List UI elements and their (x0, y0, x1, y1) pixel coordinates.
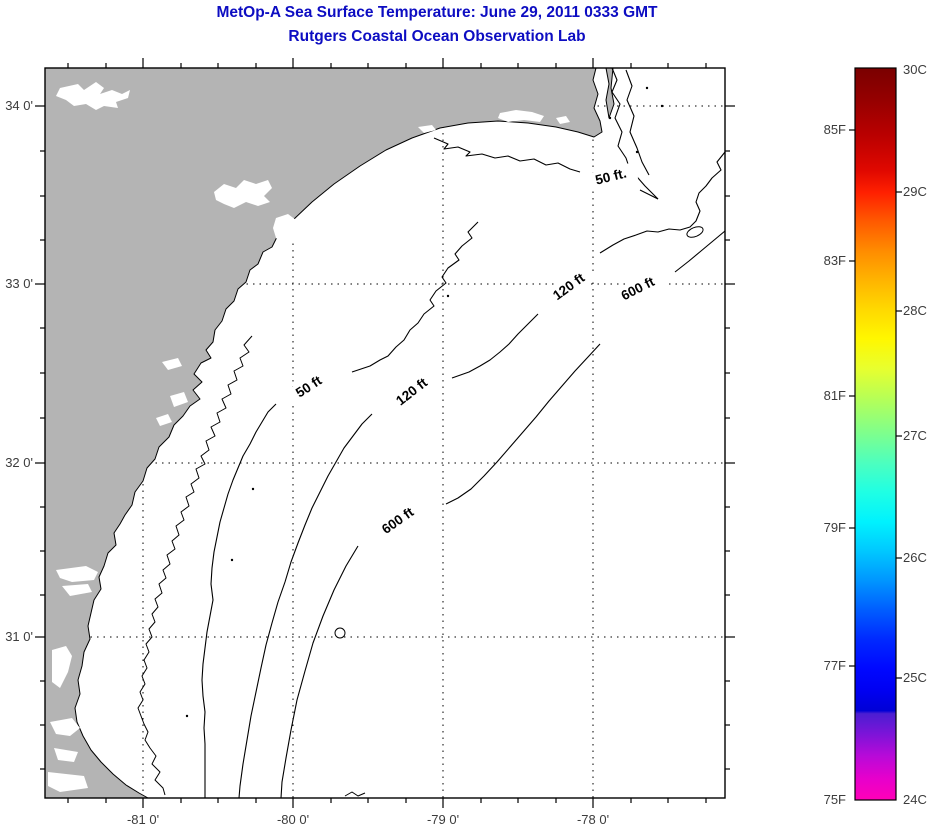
fahrenheit-label: 79F (824, 520, 846, 535)
x-axis-labels: -81 0' -80 0' -79 0' -78 0' (127, 812, 609, 827)
y-tick-label: 31 0' (5, 629, 33, 644)
contour-50ft-main-south (201, 403, 277, 798)
colorbar: 30C 29C 28C 27C 26C 25C 24C 85F 83F 81F … (824, 62, 927, 807)
celsius-label: 24C (903, 792, 927, 807)
celsius-label: 28C (903, 303, 927, 318)
celsius-label: 25C (903, 670, 927, 685)
contour-50ft-main (351, 221, 479, 373)
fahrenheit-label: 85F (824, 122, 846, 137)
celsius-label: 27C (903, 428, 927, 443)
colorbar-celsius-ticks (896, 191, 902, 679)
x-axis-major-ticks (142, 58, 594, 808)
small-contour-ring (334, 627, 346, 639)
y-axis-labels: 34 0' 33 0' 32 0' 31 0' (5, 98, 33, 644)
celsius-label: 29C (903, 184, 927, 199)
fahrenheit-label: 77F (824, 658, 846, 673)
colorbar-celsius-labels: 30C 29C 28C 27C 26C 25C 24C (903, 62, 927, 807)
y-tick-label: 33 0' (5, 276, 33, 291)
estuary-east-bank (605, 67, 615, 119)
y-axis-minor-ticks (40, 150, 730, 770)
colorbar-fahrenheit-ticks (849, 129, 855, 667)
x-tick-label: -81 0' (127, 812, 159, 827)
figure-title: MetOp-A Sea Surface Temperature: June 29… (216, 4, 658, 21)
y-tick-label: 32 0' (5, 455, 33, 470)
shoreline-detail (344, 791, 366, 797)
cape-shoals-lines (611, 67, 659, 200)
figure-subtitle: Rutgers Coastal Ocean Observation Lab (288, 28, 585, 45)
land-mass (44, 67, 603, 799)
cloud-patches (48, 82, 570, 792)
x-axis-minor-ticks (67, 63, 707, 803)
contour-600ft (280, 230, 726, 799)
fahrenheit-label: 83F (824, 253, 846, 268)
celsius-label: 30C (903, 62, 927, 77)
contour-50ft-north (433, 137, 581, 173)
y-axis-major-ticks (35, 105, 735, 638)
x-tick-label: -80 0' (277, 812, 309, 827)
svg-text:50 ft.: 50 ft. (594, 165, 628, 187)
y-tick-label: 34 0' (5, 98, 33, 113)
x-tick-label: -78 0' (577, 812, 609, 827)
fahrenheit-label: 75F (824, 792, 846, 807)
fahrenheit-label: 81F (824, 388, 846, 403)
plot-frame (44, 67, 726, 799)
contour-label-50ft-north: 50 ft. (583, 161, 639, 192)
map-specks (185, 86, 664, 718)
colorbar-fahrenheit-labels: 85F 83F 81F 79F 77F 75F (824, 122, 846, 807)
celsius-label: 26C (903, 550, 927, 565)
x-tick-label: -79 0' (427, 812, 459, 827)
contour-120ft (238, 151, 726, 799)
colorbar-gradient-bar (854, 67, 897, 801)
contour-50ft-north-end (639, 189, 659, 200)
barrier-islands-line (137, 335, 253, 796)
